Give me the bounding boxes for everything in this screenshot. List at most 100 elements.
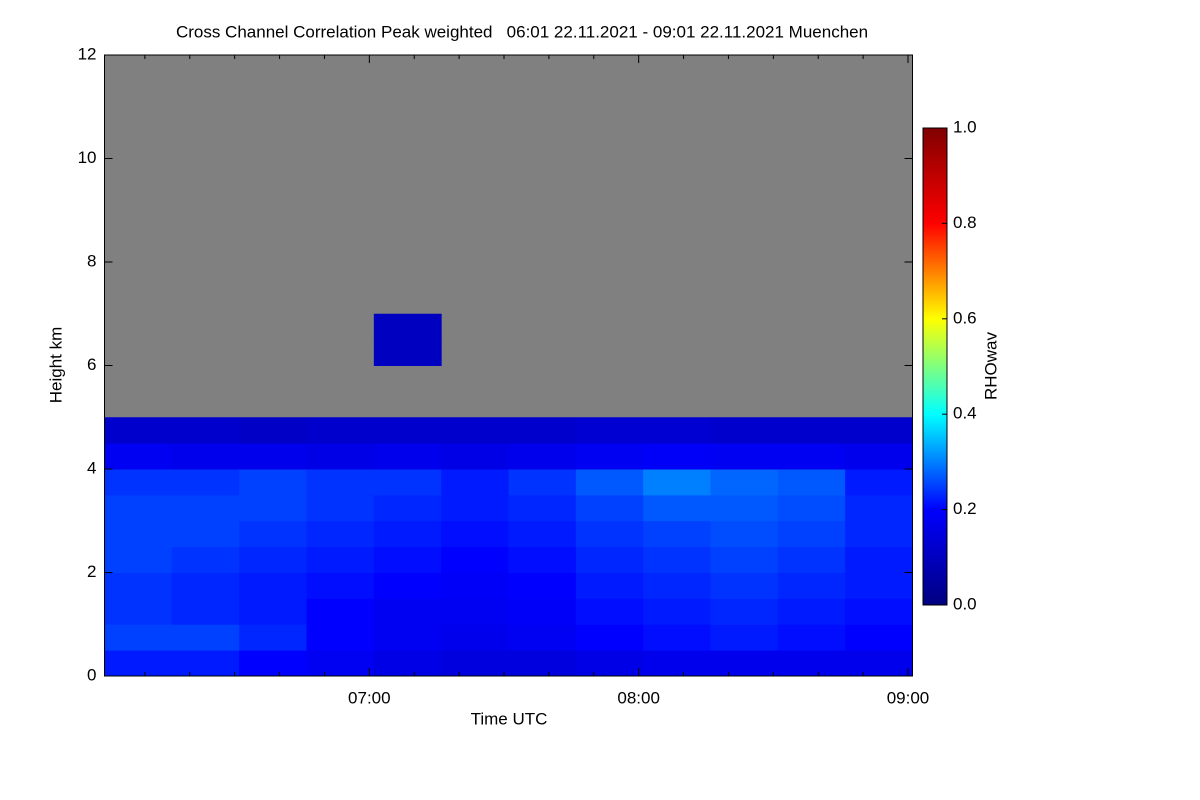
heatmap-cell	[508, 443, 577, 470]
heatmap-cell	[171, 469, 240, 496]
heatmap-cell	[239, 546, 307, 573]
heatmap-cell	[643, 417, 711, 444]
x-tick-label: 07:00	[348, 688, 391, 707]
heatmap-cell	[575, 650, 644, 677]
heatmap-cell	[306, 572, 375, 599]
heatmap-cell	[306, 443, 375, 470]
heatmap-cell	[777, 546, 846, 573]
heatmap-cell	[845, 469, 913, 496]
heatmap-cell	[710, 417, 779, 444]
heatmap-cell	[104, 443, 173, 470]
heatmap-cell	[239, 520, 307, 548]
heatmap-cell	[710, 546, 779, 573]
heatmap-cell	[171, 624, 240, 651]
heatmap-cell	[845, 417, 913, 444]
heatmap-cell	[710, 443, 779, 470]
heatmap-cell	[508, 417, 577, 444]
heatmap-cell	[643, 520, 711, 548]
heatmap-cell	[239, 624, 307, 651]
colorbar	[922, 127, 948, 606]
heatmap-cell	[373, 313, 442, 341]
heatmap-cell	[777, 572, 846, 599]
heatmap-cell	[171, 494, 240, 522]
heatmap-cell	[306, 546, 375, 573]
heatmap-cell	[441, 624, 509, 651]
colorbar-tick-label: 0.2	[953, 499, 977, 518]
heatmap-cell	[845, 494, 913, 522]
heatmap-cell	[441, 598, 509, 625]
heatmap-cell	[441, 417, 509, 444]
x-tick-label: 09:00	[887, 688, 930, 707]
heatmap-cell	[306, 494, 375, 522]
heatmap-cell	[373, 520, 442, 548]
heatmap-cell	[373, 443, 442, 470]
colorbar-label: RHOwav	[981, 331, 1000, 400]
heatmap-cell	[508, 650, 577, 677]
heatmap-cell	[373, 417, 442, 444]
heatmap-cell	[104, 598, 173, 625]
heatmap-cell	[508, 494, 577, 522]
colorbar-tick-label: 0.0	[953, 594, 977, 613]
heatmap-cell	[777, 598, 846, 625]
heatmap-cell	[171, 598, 240, 625]
heatmap-cell	[777, 494, 846, 522]
heatmap-cell	[373, 572, 442, 599]
heatmap-cell	[171, 546, 240, 573]
chart-title: Cross Channel Correlation Peak weighted …	[176, 22, 868, 41]
heatmap-cell	[441, 546, 509, 573]
heatmap-cell	[373, 339, 442, 366]
heatmap-cell	[373, 469, 442, 496]
y-tick-label: 10	[78, 148, 97, 167]
heatmap-cell	[777, 417, 846, 444]
heatmap-cell	[710, 572, 779, 599]
heatmap-cell	[441, 572, 509, 599]
y-tick-label: 2	[87, 562, 96, 581]
colorbar-tick-label: 0.4	[953, 404, 977, 423]
heatmap-cell	[777, 650, 846, 677]
heatmap-cell	[710, 494, 779, 522]
heatmap-cell	[643, 572, 711, 599]
heatmap-cell	[710, 469, 779, 496]
heatmap-cell	[239, 443, 307, 470]
heatmap-cell	[171, 572, 240, 599]
heatmap-cell	[777, 624, 846, 651]
heatmap-cell	[643, 546, 711, 573]
colorbar-tick-label: 0.6	[953, 308, 977, 327]
heatmap-cell	[104, 546, 173, 573]
heatmap-cell	[104, 494, 173, 522]
heatmap-cell	[643, 650, 711, 677]
heatmap-cell	[104, 650, 173, 677]
heatmap-cell	[643, 598, 711, 625]
heatmap-cell	[845, 520, 913, 548]
heatmap-cell	[845, 624, 913, 651]
heatmap-cell	[508, 624, 577, 651]
heatmap-cell	[575, 598, 644, 625]
heatmap-cell	[306, 650, 375, 677]
heatmap-cell	[373, 650, 442, 677]
heatmap-cell	[104, 624, 173, 651]
heatmap-cell	[239, 572, 307, 599]
heatmap-cell	[306, 417, 375, 444]
y-tick-label: 8	[87, 251, 96, 270]
x-axis-label: Time UTC	[471, 709, 548, 728]
heatmap-cell	[104, 572, 173, 599]
y-tick-label: 6	[87, 355, 96, 374]
heatmap-cell	[710, 650, 779, 677]
heatmap-cell	[575, 494, 644, 522]
heatmap-cell	[441, 650, 509, 677]
heatmap-cell	[239, 469, 307, 496]
heatmap-cell	[710, 624, 779, 651]
heatmap-cell	[104, 417, 173, 444]
y-tick-label: 12	[78, 44, 97, 63]
heatmap-cell	[171, 417, 240, 444]
heatmap-cell	[441, 520, 509, 548]
colorbar-tick-label: 0.8	[953, 213, 977, 232]
colorbar-tick-label: 1.0	[953, 117, 977, 136]
x-tick-label: 08:00	[617, 688, 660, 707]
heatmap-cell	[171, 443, 240, 470]
heatmap-cell	[171, 520, 240, 548]
heatmap-cell	[373, 546, 442, 573]
heatmap-cell	[710, 520, 779, 548]
heatmap-cell	[239, 417, 307, 444]
